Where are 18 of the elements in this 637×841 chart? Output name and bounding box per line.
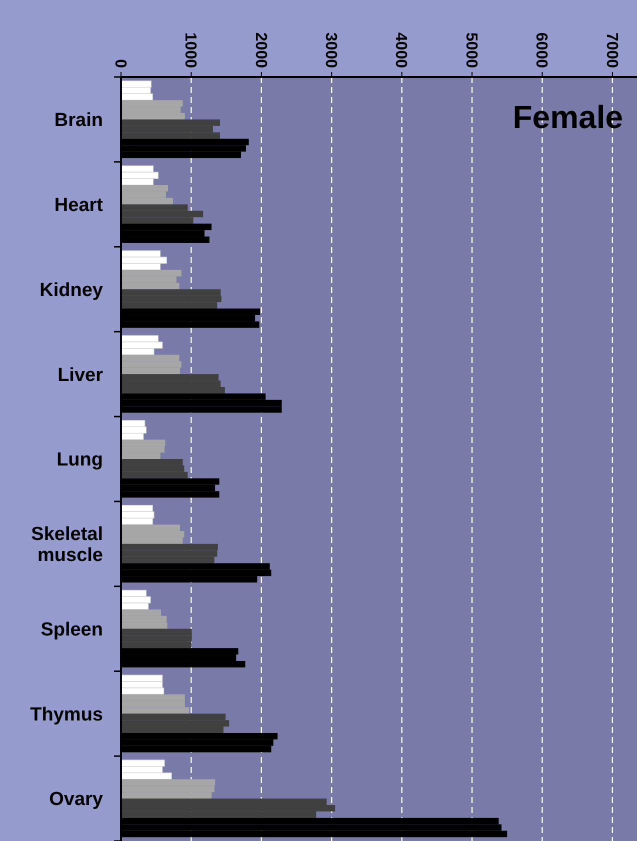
y-tick-label: Thymus [30, 704, 103, 726]
x-tick-label: 5000 [462, 32, 480, 68]
x-tick-label: 0 [111, 59, 128, 68]
x-tick-label: 1000 [182, 32, 199, 68]
annotation: Female [512, 99, 623, 135]
x-tick-label: 7000 [602, 32, 620, 68]
y-tick-label: Liver [58, 364, 104, 386]
y-tick-label: Kidney [40, 280, 104, 301]
y-tick-label: Brain [54, 110, 103, 132]
y-tick-label: Skeletal muscle [31, 524, 103, 566]
y-tick-label: Heart [54, 194, 104, 216]
x-tick-label: 3000 [322, 32, 340, 68]
x-tick-label: 2000 [252, 32, 269, 68]
y-tick-label: Ovary [49, 789, 104, 810]
y-tick-label: Lung [56, 450, 103, 471]
x-tick-label: 4000 [392, 32, 410, 68]
y-tick-label: Spleen [40, 619, 103, 640]
x-tick-label: 6000 [532, 32, 550, 68]
